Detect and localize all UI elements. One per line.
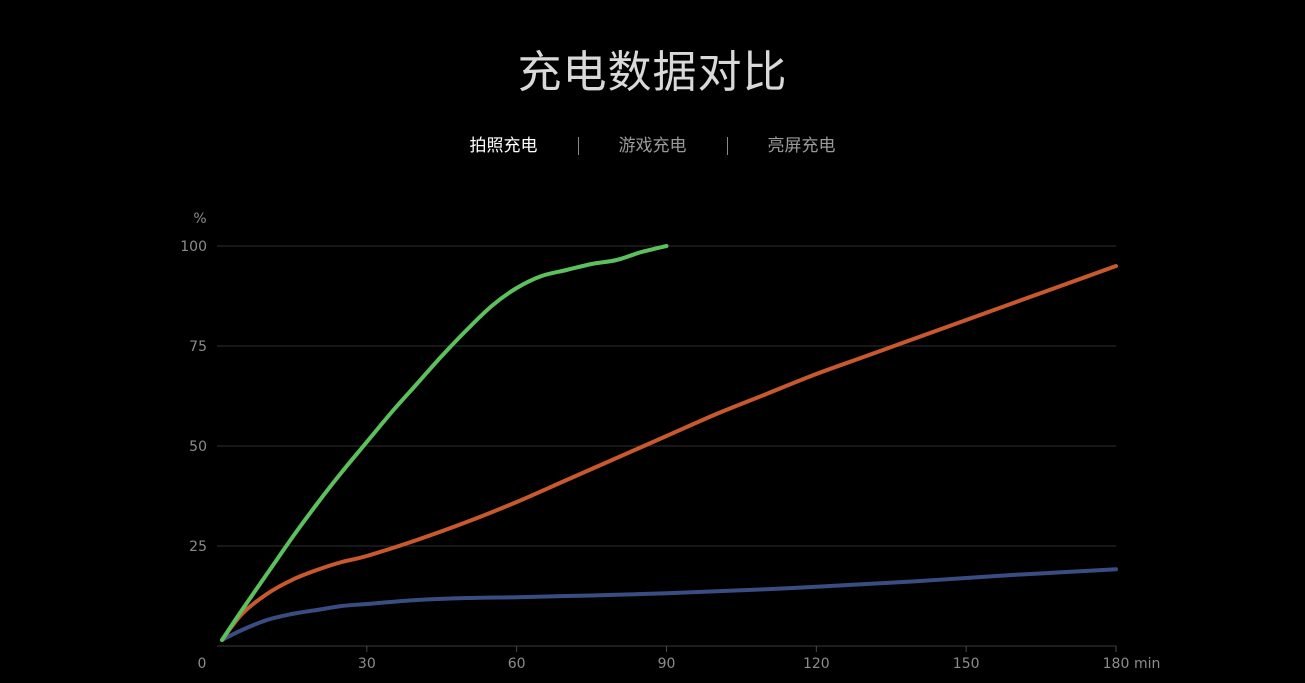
grid-lines: [217, 245, 1116, 547]
y-tick-label: 75: [189, 339, 207, 355]
tab-divider: [577, 137, 579, 155]
x-tick-label: 30: [358, 656, 376, 672]
tab-divider: [726, 137, 728, 155]
tab-screen-on-charging[interactable]: 亮屏充电: [767, 136, 836, 156]
y-tick-label: 100: [180, 239, 207, 255]
x-tick-label: 150: [953, 656, 980, 672]
x-tick-label: 60: [508, 656, 526, 672]
y-tick-label: 50: [189, 439, 207, 455]
y-tick-label: 25: [189, 539, 207, 555]
x-axis-unit: min: [1134, 656, 1160, 672]
tab-bar: 拍照充电 游戏充电 亮屏充电: [0, 134, 1305, 158]
axes: 25 50 75 100% 0 30 60 90 120 150 180 min: [180, 211, 1160, 672]
page-title: 充电数据对比: [517, 47, 788, 98]
tab-photo-charging[interactable]: 拍照充电: [469, 136, 538, 156]
series-lines: [220, 244, 1118, 642]
series-line-green: [220, 244, 669, 642]
series-line-orange: [220, 264, 1118, 642]
x-tick-label: 120: [803, 656, 830, 672]
tab-gaming-charging[interactable]: 游戏充电: [618, 136, 687, 156]
series-line-blue: [220, 567, 1118, 642]
y-axis-label: %: [193, 211, 206, 227]
x-tick-label: 180: [1103, 656, 1130, 672]
x-tick-label: 0: [198, 656, 207, 672]
x-tick-label: 90: [658, 656, 676, 672]
